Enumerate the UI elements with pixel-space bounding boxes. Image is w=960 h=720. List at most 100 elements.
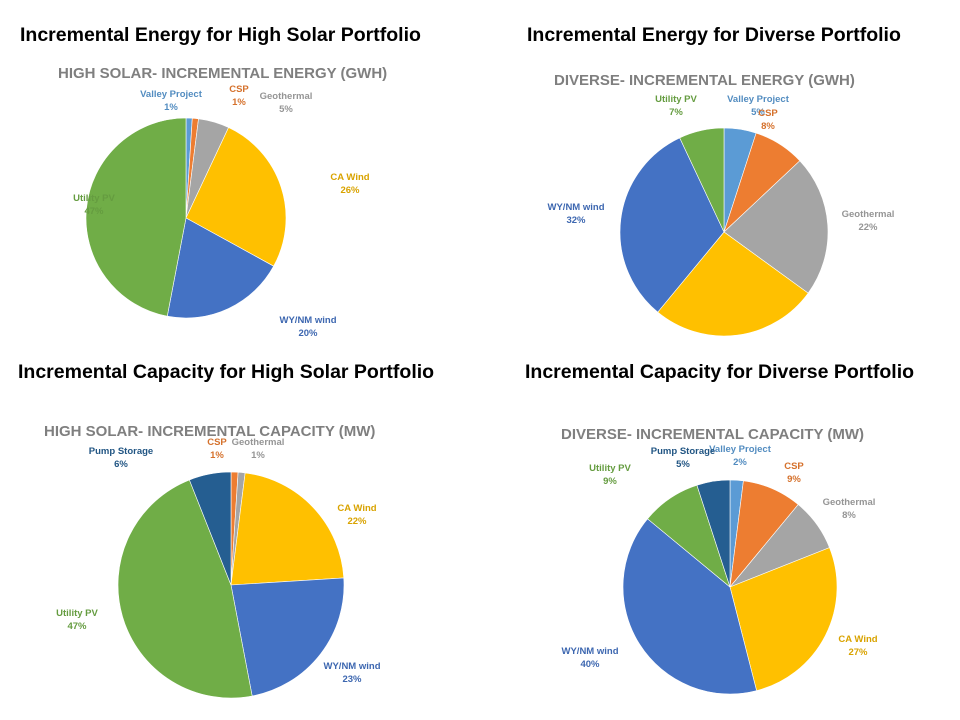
- slice-percent-label: 1%: [210, 450, 224, 461]
- slice-label-wy-nm-wind: WY/NM wind 40%: [562, 646, 619, 670]
- slice-name-label: CA Wind: [330, 172, 369, 183]
- pie-slice-ca-wind: [657, 231, 809, 337]
- chart-panel-capacity-diverse: DIVERSE- INCREMENTAL CAPACITY (MW) Valley…: [518, 412, 928, 702]
- slice-label-valley-project: Valley Project 5%: [727, 94, 790, 118]
- chart-title: DIVERSE- INCREMENTAL ENERGY (GWH): [554, 72, 855, 89]
- slice-label-csp: CSP 9%: [784, 461, 804, 485]
- slice-percent-label: 2%: [733, 457, 747, 468]
- slice-percent-label: 9%: [603, 476, 617, 487]
- slice-label-ca-wind: CA Wind 22%: [337, 503, 376, 527]
- slice-name-label: WY/NM wind: [324, 661, 381, 672]
- slice-label-utility-pv: Utility PV 47%: [56, 608, 98, 632]
- slice-label-geothermal: Geothermal 1%: [232, 437, 285, 461]
- slice-name-label: Utility PV: [655, 94, 697, 105]
- pie-slice-wy-nm-wind: [230, 577, 345, 697]
- heading-energy-high-solar: Incremental Energy for High Solar Portfo…: [20, 24, 421, 46]
- slice-name-label: Utility PV: [589, 463, 631, 474]
- slice-percent-label: 9%: [787, 474, 801, 485]
- slice-name-label: CSP: [784, 461, 804, 472]
- slice-label-utility-pv: Utility PV 47%: [73, 193, 115, 217]
- slice-name-label: CSP: [758, 108, 778, 119]
- slice-label-ca-wind: CA Wind 27%: [838, 634, 877, 658]
- heading-energy-diverse: Incremental Energy for Diverse Portfolio: [527, 24, 901, 46]
- slice-label-valley-project: Valley Project 2%: [709, 444, 772, 468]
- slice-name-label: Utility PV: [73, 193, 115, 204]
- slice-percent-label: 27%: [848, 647, 868, 658]
- slice-name-label: Utility PV: [56, 608, 98, 619]
- slice-name-label: Geothermal: [232, 437, 285, 448]
- slice-name-label: WY/NM wind: [280, 315, 337, 326]
- pie-chart-energy-high-solar: HIGH SOLAR- INCREMENTAL ENERGY (GWH) Vall…: [58, 65, 387, 339]
- pie-slice-utility-pv: [85, 117, 187, 317]
- slice-percent-label: 5%: [676, 459, 690, 470]
- chart-title: HIGH SOLAR- INCREMENTAL CAPACITY (MW): [44, 423, 375, 440]
- slice-percent-label: 40%: [580, 659, 600, 670]
- chart-panel-capacity-high-solar: HIGH SOLAR- INCREMENTAL CAPACITY (MW) CSP…: [20, 412, 445, 702]
- slice-label-csp: CSP 8%: [758, 108, 778, 132]
- slice-percent-label: 47%: [67, 621, 87, 632]
- pie-slice-ca-wind: [230, 472, 345, 586]
- slice-name-label: Geothermal: [842, 209, 895, 220]
- chart-panel-energy-diverse: DIVERSE- INCREMENTAL ENERGY (GWH) Valley …: [512, 64, 912, 354]
- slice-percent-label: 1%: [232, 97, 246, 108]
- slice-label-utility-pv: Utility PV 9%: [589, 463, 631, 487]
- slice-name-label: Valley Project: [727, 94, 790, 105]
- slice-name-label: WY/NM wind: [562, 646, 619, 657]
- slice-label-geothermal: Geothermal 22%: [842, 209, 895, 233]
- slice-name-label: WY/NM wind: [548, 202, 605, 213]
- pie-slice-pump-storage: [696, 479, 731, 588]
- slice-percent-label: 7%: [669, 107, 683, 118]
- slice-name-label: Valley Project: [140, 89, 203, 100]
- slice-percent-label: 47%: [84, 206, 104, 217]
- slice-percent-label: 1%: [251, 450, 265, 461]
- pie-chart-capacity-high-solar: HIGH SOLAR- INCREMENTAL CAPACITY (MW)CSP…: [44, 423, 381, 699]
- slice-name-label: Geothermal: [260, 91, 313, 102]
- slice-name-label: Pump Storage: [89, 446, 153, 457]
- slice-percent-label: 1%: [164, 102, 178, 113]
- pie-slice-utility-pv: [117, 479, 253, 699]
- slice-name-label: Geothermal: [823, 497, 876, 508]
- slice-name-label: CA Wind: [838, 634, 877, 645]
- chart-panel-energy-high-solar: HIGH SOLAR- INCREMENTAL ENERGY (GWH) Vall…: [42, 58, 418, 348]
- slice-percent-label: 22%: [858, 222, 878, 233]
- slice-label-wy-nm-wind: WY/NM wind 32%: [548, 202, 605, 226]
- chart-title: DIVERSE- INCREMENTAL CAPACITY (MW): [561, 426, 864, 443]
- pie-chart-energy-diverse: DIVERSE- INCREMENTAL ENERGY (GWH) Valley …: [548, 72, 895, 337]
- slice-name-label: Valley Project: [709, 444, 772, 455]
- slice-label-wy-nm-wind: WY/NM wind 20%: [280, 315, 337, 339]
- pie-slice-pump-storage: [189, 471, 232, 586]
- heading-capacity-high-solar: Incremental Capacity for High Solar Port…: [18, 361, 435, 383]
- slice-percent-label: 22%: [347, 516, 367, 527]
- slice-label-geothermal: Geothermal 8%: [823, 497, 876, 521]
- slice-percent-label: 6%: [114, 459, 128, 470]
- slice-percent-label: 32%: [566, 215, 586, 226]
- pie-chart-capacity-diverse: DIVERSE- INCREMENTAL CAPACITY (MW)Valley…: [561, 426, 878, 695]
- slice-name-label: CSP: [207, 437, 227, 448]
- slice-label-wy-nm-wind: WY/NM wind 23%: [324, 661, 381, 685]
- slice-label-csp: CSP 1%: [229, 84, 249, 108]
- pie-slice-wy-nm-wind: [622, 518, 757, 695]
- slice-name-label: CSP: [229, 84, 249, 95]
- pie-slice-geothermal: [723, 160, 829, 294]
- slice-label-pump-storage: Pump Storage 5%: [651, 446, 715, 470]
- slice-label-valley-project: Valley Project 1%: [140, 89, 203, 113]
- slice-percent-label: 8%: [842, 510, 856, 521]
- chart-title: HIGH SOLAR- INCREMENTAL ENERGY (GWH): [58, 65, 387, 82]
- slice-label-csp: CSP 1%: [207, 437, 227, 461]
- pie-slice-wy-nm-wind: [619, 137, 725, 313]
- slice-name-label: CA Wind: [337, 503, 376, 514]
- slice-percent-label: 8%: [761, 121, 775, 132]
- slice-percent-label: 5%: [279, 104, 293, 115]
- slice-name-label: Pump Storage: [651, 446, 715, 457]
- slice-percent-label: 5%: [751, 107, 765, 118]
- pie-slice-ca-wind: [729, 547, 838, 692]
- slice-percent-label: 26%: [340, 185, 360, 196]
- slice-percent-label: 23%: [342, 674, 362, 685]
- slice-label-geothermal: Geothermal 5%: [260, 91, 313, 115]
- slice-percent-label: 20%: [298, 328, 318, 339]
- heading-capacity-diverse: Incremental Capacity for Diverse Portfol…: [525, 361, 915, 383]
- pie-slice-utility-pv: [679, 127, 725, 233]
- slice-label-utility-pv: Utility PV 7%: [655, 94, 697, 118]
- slice-label-ca-wind: CA Wind 26%: [330, 172, 369, 196]
- slice-label-pump-storage: Pump Storage 6%: [89, 446, 153, 470]
